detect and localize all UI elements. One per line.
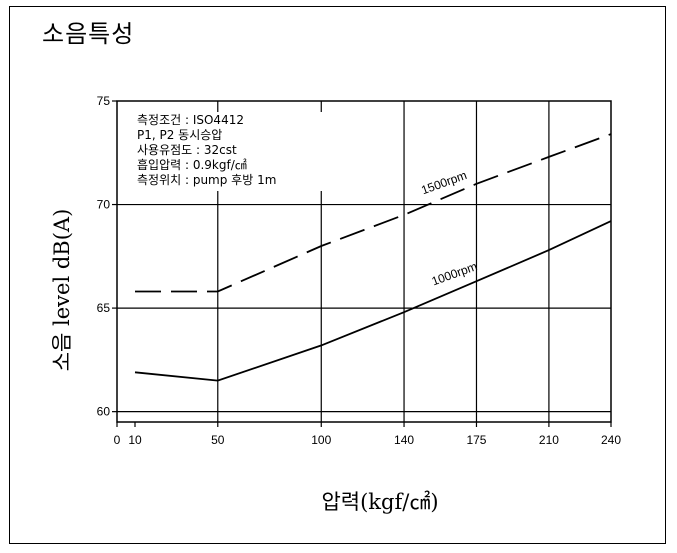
x-axis-label: 압력(kgf/㎠) [321, 490, 438, 514]
condition-line-3: 흡입압력 : 0.9kgf/㎠ [137, 158, 247, 172]
x-tick-label-210: 210 [539, 433, 559, 447]
conditions-box [134, 112, 322, 191]
y-tick-label-70: 70 [97, 198, 111, 212]
tick-labels: 0 10 50 100 140 175 210 240 60 65 70 75 [97, 94, 622, 447]
y-tick-label-65: 65 [97, 301, 111, 315]
x-tick-label-140: 140 [394, 433, 414, 447]
test-conditions: 측정조건 : ISO4412 P1, P2 동시승압 사용유점도 : 32cst 흡입… [137, 113, 276, 187]
series-line-1000rpm [134, 220, 612, 382]
y-axis-label: 소음 level dB(A) [50, 209, 74, 372]
condition-line-4: 측정위치 : pump 후방 1m [137, 173, 276, 187]
x-tick-label-240: 240 [601, 433, 621, 447]
condition-line-1: P1, P2 동시승압 [137, 128, 222, 142]
series-line-1500rpm [135, 133, 612, 293]
plot-border [116, 100, 612, 423]
x-tick-label-10: 10 [128, 433, 142, 447]
series-label-1500rpm: 1500rpm [419, 168, 468, 197]
condition-line-0: 측정조건 : ISO4412 [137, 113, 244, 127]
x-tick-label-0: 0 [114, 433, 121, 447]
chart-frame [9, 6, 666, 544]
x-tick-label-175: 175 [466, 433, 486, 447]
x-tick-label-100: 100 [311, 433, 331, 447]
x-tick-label-50: 50 [211, 433, 225, 447]
page-title: 소음특성 [42, 20, 135, 48]
y-tick-label-60: 60 [97, 405, 111, 419]
y-tick-label-75: 75 [97, 94, 111, 108]
condition-line-2: 사용유점도 : 32cst [137, 143, 237, 157]
series-lines [134, 133, 612, 382]
